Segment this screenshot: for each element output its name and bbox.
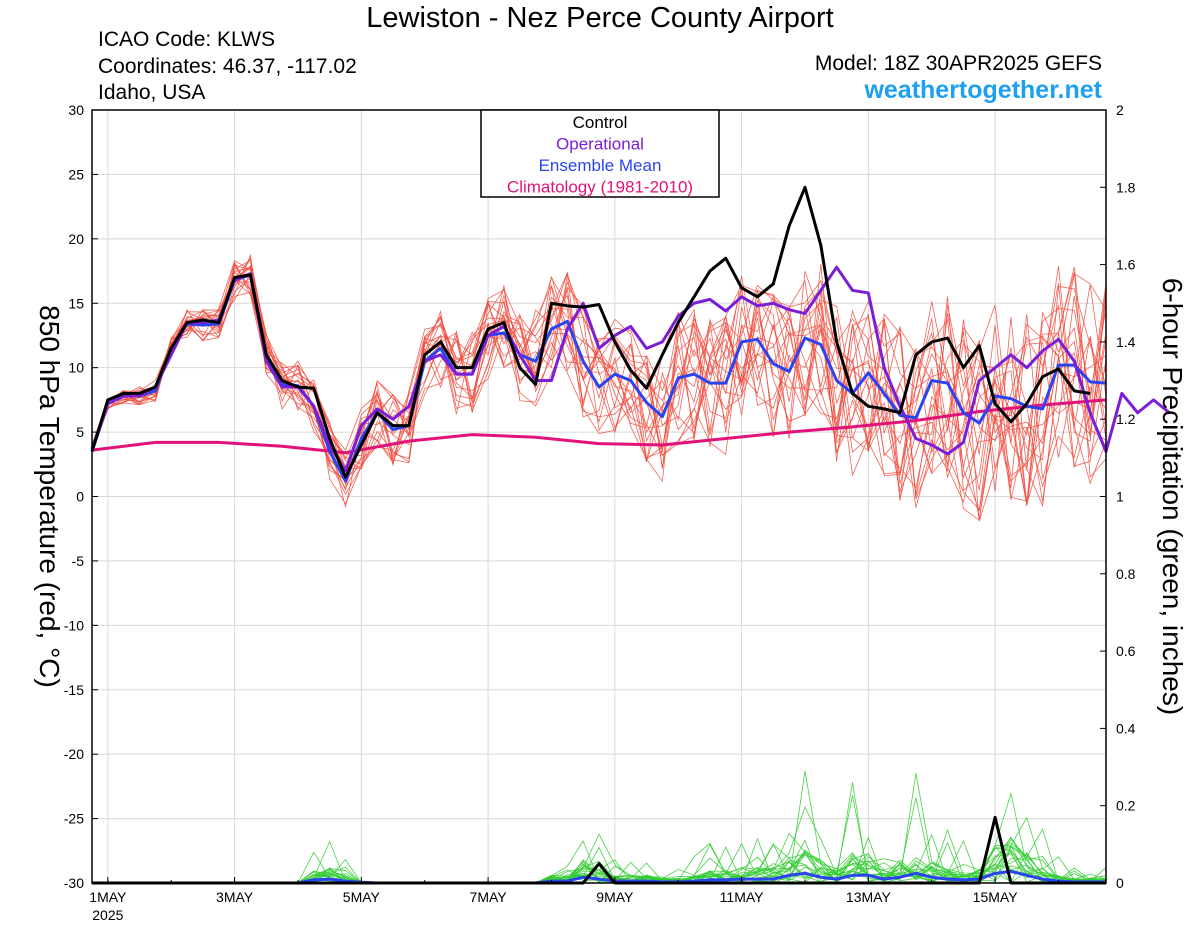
y-tick-label-right: 0.2 <box>1116 798 1136 814</box>
y-tick-label-right: 0.8 <box>1116 566 1136 582</box>
grid <box>92 109 1106 884</box>
x-tick-label: 3MAY <box>216 889 254 905</box>
y-tick-label-left: -15 <box>64 682 84 698</box>
series-operational <box>90 265 1171 473</box>
coordinates: Coordinates: 46.37, -117.02 <box>98 55 357 78</box>
y-tick-label-right: 2 <box>1116 102 1124 118</box>
y-axis-label-right: 6-hour Precipitation (green, inches) <box>1157 278 1188 715</box>
legend-item: Ensemble Mean <box>539 156 662 175</box>
y-tick-label-right: 0 <box>1116 875 1124 891</box>
y-tick-label-left: 15 <box>68 295 84 311</box>
series-climatology-1981-2010 <box>91 398 1107 455</box>
x-tick-label: 7MAY <box>470 889 508 905</box>
series-lines <box>90 185 1171 885</box>
site-link[interactable]: weathertogether.net <box>864 76 1102 104</box>
chart-title: Lewiston - Nez Perce County Airport <box>366 2 834 34</box>
precip-member-line <box>92 773 1107 884</box>
y-tick-label-right: 1.6 <box>1116 257 1136 273</box>
y-tick-label-right: 1.8 <box>1116 179 1136 195</box>
x-tick-label: 13MAY <box>846 889 892 905</box>
y-tick-label-right: 0.6 <box>1116 643 1136 659</box>
y-tick-label-left: 0 <box>76 489 84 505</box>
temp-member-line <box>91 264 1107 508</box>
model-run: Model: 18Z 30APR2025 GEFS <box>814 52 1102 75</box>
axes: -30-25-20-15-10-505101520253000.20.40.60… <box>64 102 1136 923</box>
y-tick-label-left: 30 <box>68 102 84 118</box>
legend-item: Climatology (1981-2010) <box>507 178 693 197</box>
temp-member-line <box>91 257 1107 512</box>
y-tick-label-left: 25 <box>68 166 84 182</box>
y-tick-label-left: 5 <box>76 424 84 440</box>
y-axis-label-left: 850 hPa Temperature (red, °C) <box>34 305 65 688</box>
y-tick-label-left: -30 <box>64 875 84 891</box>
region: Idaho, USA <box>98 81 206 104</box>
icao-code: ICAO Code: KLWS <box>98 28 276 51</box>
y-tick-label-left: -10 <box>64 617 84 633</box>
temp-member-line <box>91 283 1107 500</box>
y-tick-label-right: 1.2 <box>1116 411 1136 427</box>
y-tick-label-left: 20 <box>68 231 84 247</box>
legend-item: Operational <box>556 135 644 154</box>
y-tick-label-left: -25 <box>64 811 84 827</box>
x-tick-sublabel: 2025 <box>92 907 123 923</box>
y-tick-label-left: -20 <box>64 746 84 762</box>
y-tick-label-right: 1 <box>1116 489 1124 505</box>
legend-box <box>480 109 720 198</box>
legend-item: Control <box>573 113 628 132</box>
x-tick-label: 15MAY <box>973 889 1019 905</box>
precip-member-line <box>92 770 1107 884</box>
y-tick-label-right: 1.4 <box>1116 334 1136 350</box>
x-tick-label: 1MAY <box>89 889 127 905</box>
y-tick-label-left: 10 <box>68 360 84 376</box>
y-tick-label-left: -5 <box>72 553 85 569</box>
y-tick-label-right: 0.4 <box>1116 720 1136 736</box>
precip-member-line <box>92 782 1107 884</box>
series-control <box>90 185 1091 479</box>
x-tick-label: 11MAY <box>720 889 764 905</box>
x-tick-label: 9MAY <box>596 889 634 905</box>
legend: Control Operational Ensemble Mean Climatolo… <box>480 109 720 198</box>
x-tick-label: 5MAY <box>343 889 381 905</box>
